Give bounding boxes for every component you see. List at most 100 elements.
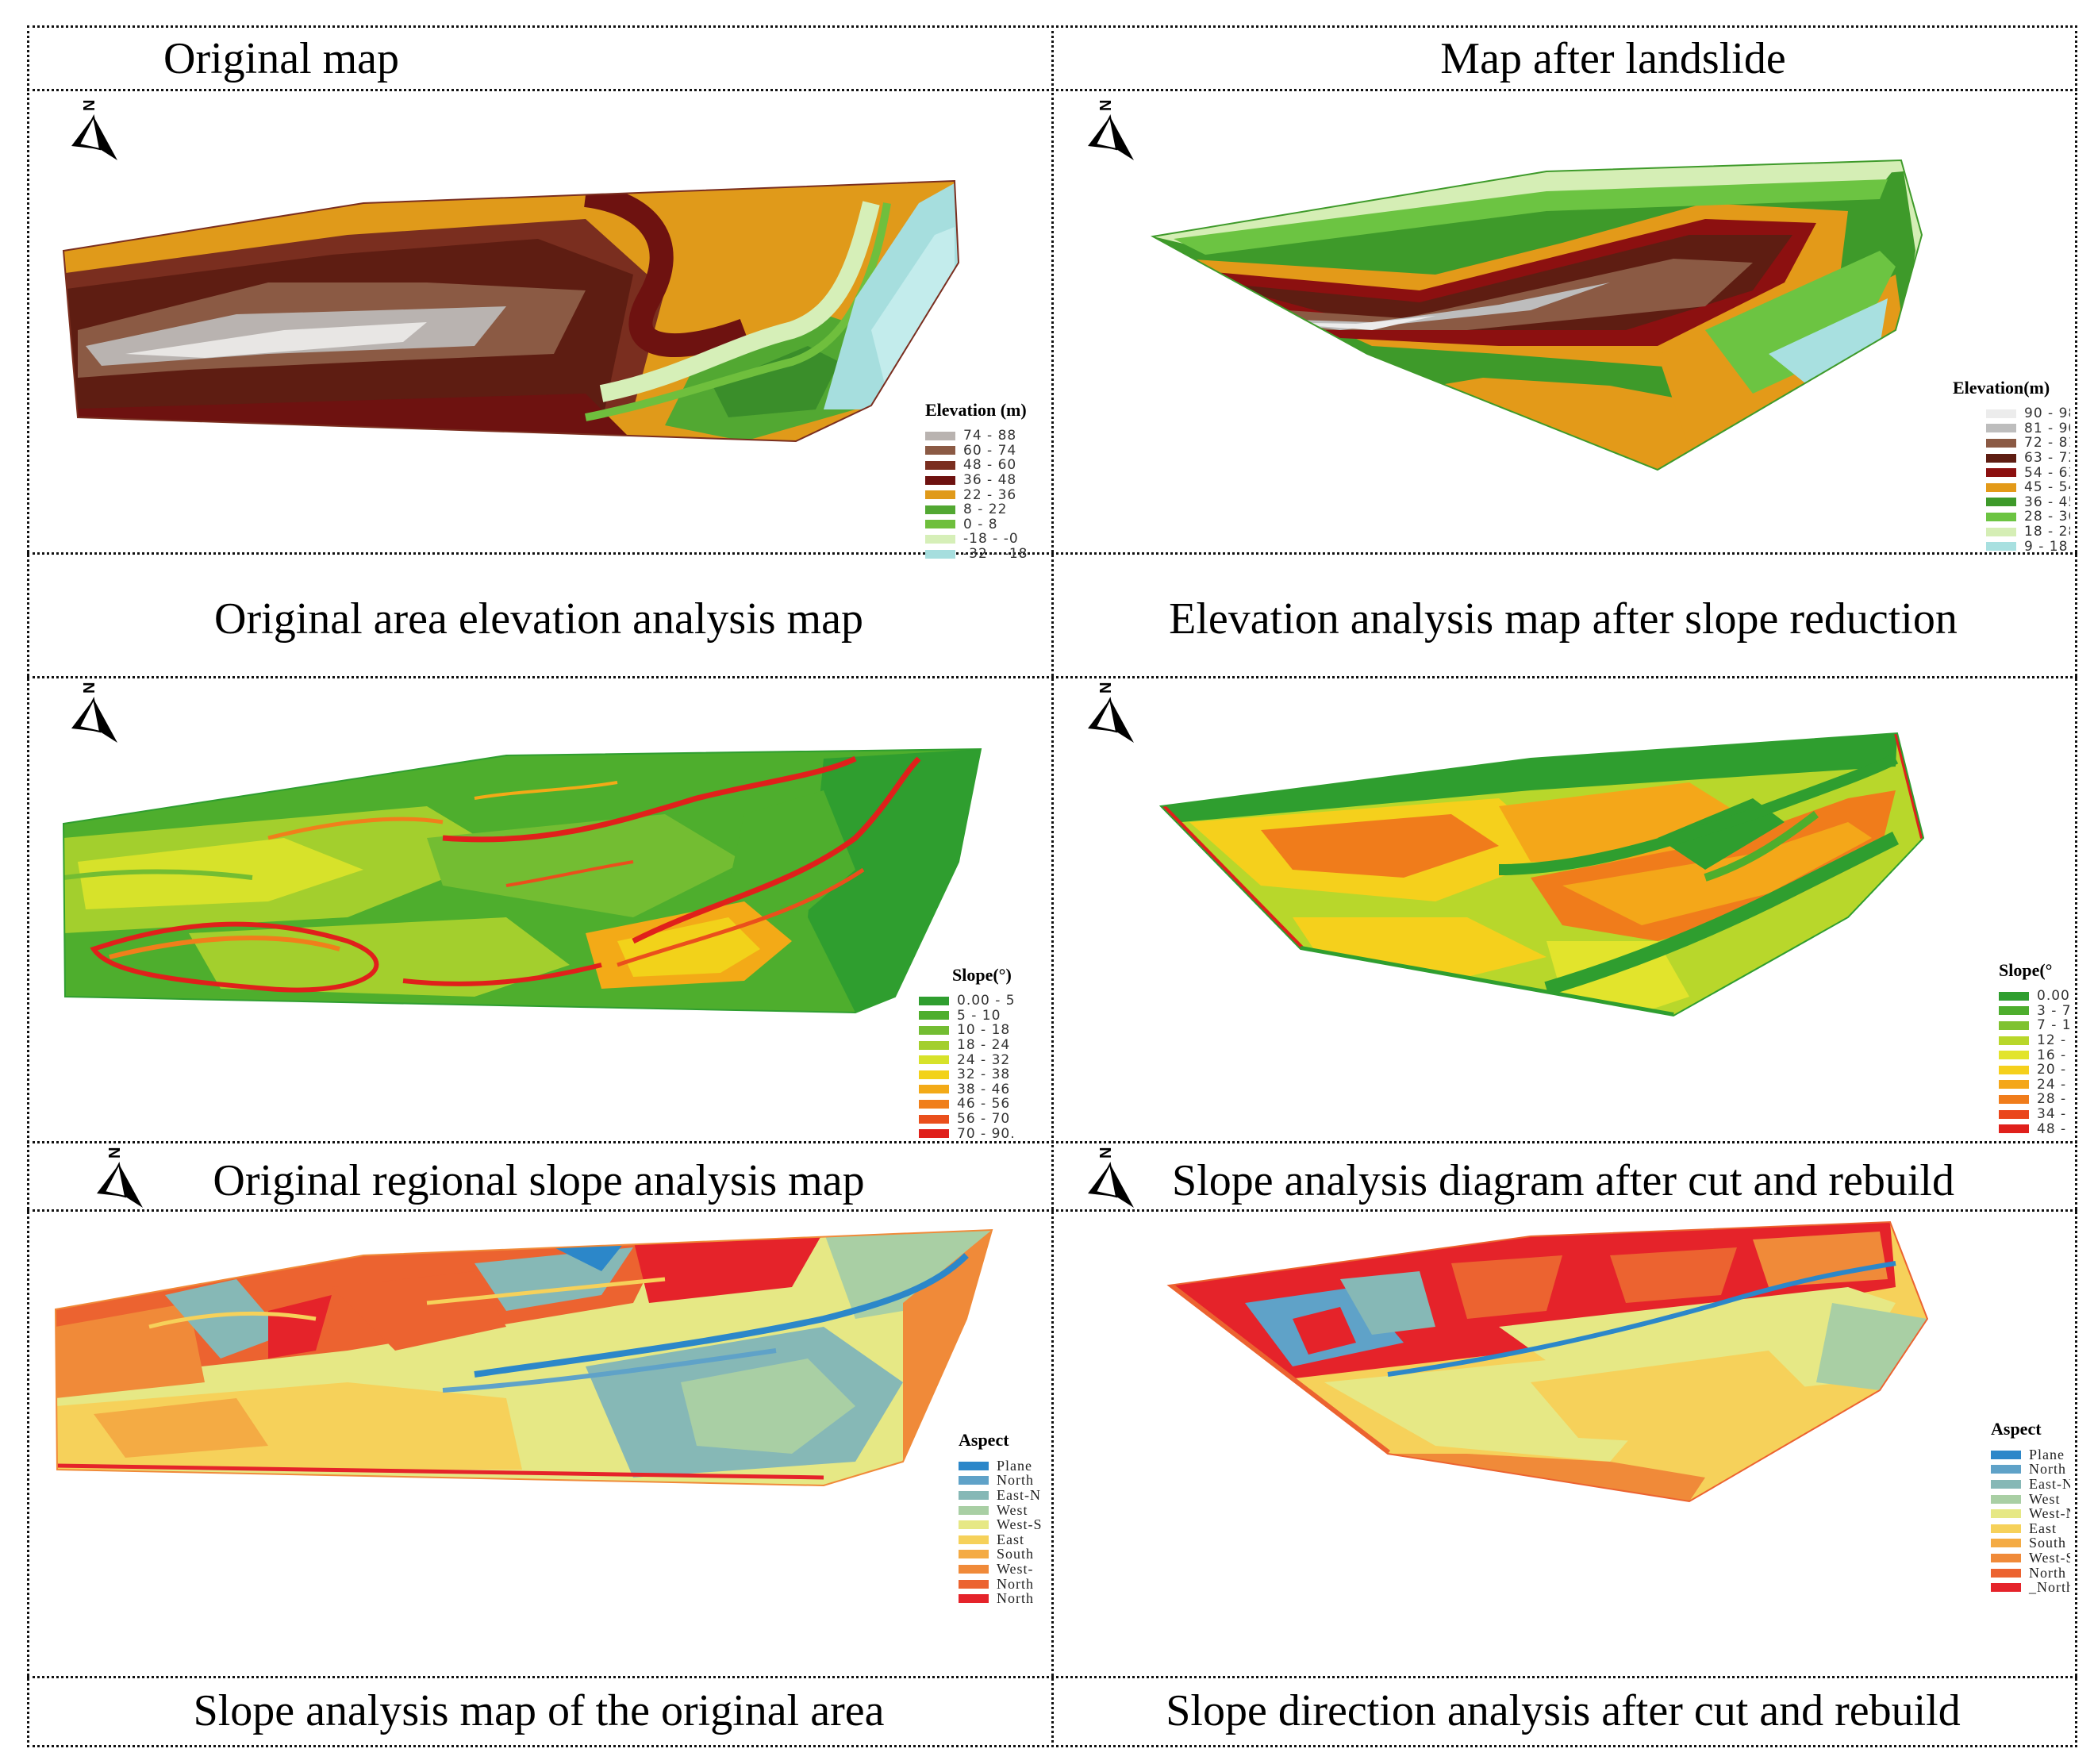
caption-original-elevation: Original area elevation analysis map xyxy=(214,594,863,644)
legend-swatch xyxy=(959,1594,989,1604)
legend-title: Aspect xyxy=(959,1430,1009,1450)
table-column-divider xyxy=(1051,25,1054,1747)
svg-text:N: N xyxy=(106,1147,124,1159)
legend-swatch xyxy=(959,1535,989,1544)
legend-item: 18 - 28 xyxy=(1986,524,2070,540)
legend-swatch xyxy=(1999,1124,2029,1134)
legend-label: West-N xyxy=(2029,1506,2070,1521)
legend-swatch xyxy=(925,534,955,544)
legend-item: West-S xyxy=(1991,1551,2070,1566)
legend-item: North xyxy=(959,1591,1046,1606)
legend-item: 36 - 45 xyxy=(1986,494,2070,510)
legend-label: 3 - 7 xyxy=(2037,1003,2070,1019)
aspect-map-original xyxy=(54,1228,993,1487)
legend-item: Plane xyxy=(959,1458,1046,1474)
legend-swatch xyxy=(919,1129,949,1139)
legend-item: _North xyxy=(1991,1580,2070,1595)
legend-item: 38 - 46 xyxy=(919,1082,1046,1097)
legend-label: 0 - 8 xyxy=(963,517,998,532)
legend-item: 24 - 32 xyxy=(919,1052,1046,1067)
svg-text:N: N xyxy=(81,100,98,111)
legend-label: Plane xyxy=(2029,1447,2065,1462)
legend-swatch xyxy=(1999,1020,2029,1030)
legend-label: 8 - 22 xyxy=(963,502,1008,517)
legend-swatch xyxy=(1986,438,2016,448)
legend-aspect-original: Aspect Plane North East-N West West-S East Sou… xyxy=(959,1430,1046,1606)
legend-item: 46 - 56 xyxy=(919,1097,1046,1112)
elevation-map-after xyxy=(1150,159,1923,471)
legend-swatch xyxy=(1999,1006,2029,1016)
legend-swatch xyxy=(959,1490,989,1500)
legend-swatch xyxy=(919,1011,949,1020)
legend-item: East xyxy=(1991,1521,2070,1536)
legend-label: 10 - 18 xyxy=(957,1023,1011,1038)
legend-label: North xyxy=(997,1591,1034,1606)
legend-label: 18 - 28 xyxy=(2024,524,2070,540)
legend-item: East xyxy=(959,1532,1046,1547)
legend-label: Plane xyxy=(997,1458,1032,1474)
legend-swatch xyxy=(959,1476,989,1485)
legend-label: North xyxy=(997,1473,1034,1489)
svg-text:N: N xyxy=(1097,682,1115,694)
legend-swatch xyxy=(925,520,955,529)
legend-swatch xyxy=(919,1025,949,1035)
svg-text:N: N xyxy=(1097,100,1115,111)
legend-item: 9 - 18 xyxy=(1986,539,2070,554)
legend-item: West xyxy=(959,1502,1046,1518)
legend-item: -18 - -0 xyxy=(925,532,1046,547)
legend-item: 48 - 60 xyxy=(925,458,1046,473)
legend-label: West-S xyxy=(997,1517,1043,1532)
legend-item: 90 - 98 xyxy=(1986,406,2070,421)
legend-item: 20 - xyxy=(1999,1063,2070,1078)
legend-title: Elevation(m) xyxy=(1953,378,2050,398)
north-arrow: N xyxy=(1078,97,1150,168)
legend-swatch xyxy=(1991,1509,2021,1519)
legend-label: East-N xyxy=(997,1488,1041,1503)
legend-swatch xyxy=(919,1114,949,1124)
legend-label: East-N xyxy=(2029,1477,2070,1492)
legend-swatch xyxy=(1999,1109,2029,1119)
legend-swatch xyxy=(1991,1583,2021,1593)
legend-label: 70 - 90. xyxy=(957,1126,1016,1141)
legend-item: 36 - 48 xyxy=(925,473,1046,487)
north-arrow: N xyxy=(62,679,133,751)
legend-label: 38 - 46 xyxy=(957,1082,1011,1097)
legend-swatch xyxy=(1999,1094,2029,1104)
legend-swatch xyxy=(925,505,955,514)
legend-label: 32 - 38 xyxy=(957,1066,1011,1082)
legend-label: West-S xyxy=(2029,1551,2070,1566)
legend-item: 8 - 22 xyxy=(925,502,1046,517)
legend-swatch xyxy=(1986,527,2016,536)
legend-item: West-S xyxy=(959,1517,1046,1532)
legend-item: North xyxy=(959,1473,1046,1489)
table-border-right xyxy=(2075,25,2077,1747)
legend-label: 28 - 36 xyxy=(2024,509,2070,525)
legend-label: 9 - 18 xyxy=(2024,539,2069,554)
legend-item: 12 - xyxy=(1999,1033,2070,1047)
legend-swatch xyxy=(919,1055,949,1065)
legend-label: 36 - 45 xyxy=(2024,494,2070,510)
legend-label: -32 - -18 xyxy=(963,546,1028,562)
legend-label: East xyxy=(997,1531,1024,1547)
legend-title: Elevation (m) xyxy=(925,400,1027,420)
legend-swatch xyxy=(1986,453,2016,463)
legend-item: 60 - 74 xyxy=(925,444,1046,458)
legend-swatch xyxy=(925,549,955,559)
legend-elevation-after: Elevation(m) 90 - 9881 - 9072 - 8163 - 7… xyxy=(1953,378,2070,554)
legend-label: 18 - 24 xyxy=(957,1037,1011,1053)
legend-swatch xyxy=(1986,498,2016,507)
legend-item: North xyxy=(1991,1566,2070,1580)
legend-label: East xyxy=(2029,1520,2057,1536)
legend-swatch xyxy=(1991,1465,2021,1474)
legend-label: West xyxy=(2029,1491,2061,1507)
legend-item: 3 - 7 xyxy=(1999,1003,2070,1019)
header-map-after-landslide: Map after landslide xyxy=(1440,34,1786,83)
legend-label: West xyxy=(997,1502,1028,1518)
legend-item: 63 - 72 xyxy=(1986,451,2070,465)
legend-title: Aspect xyxy=(1991,1419,2042,1439)
legend-label: 34 - xyxy=(2037,1106,2067,1122)
